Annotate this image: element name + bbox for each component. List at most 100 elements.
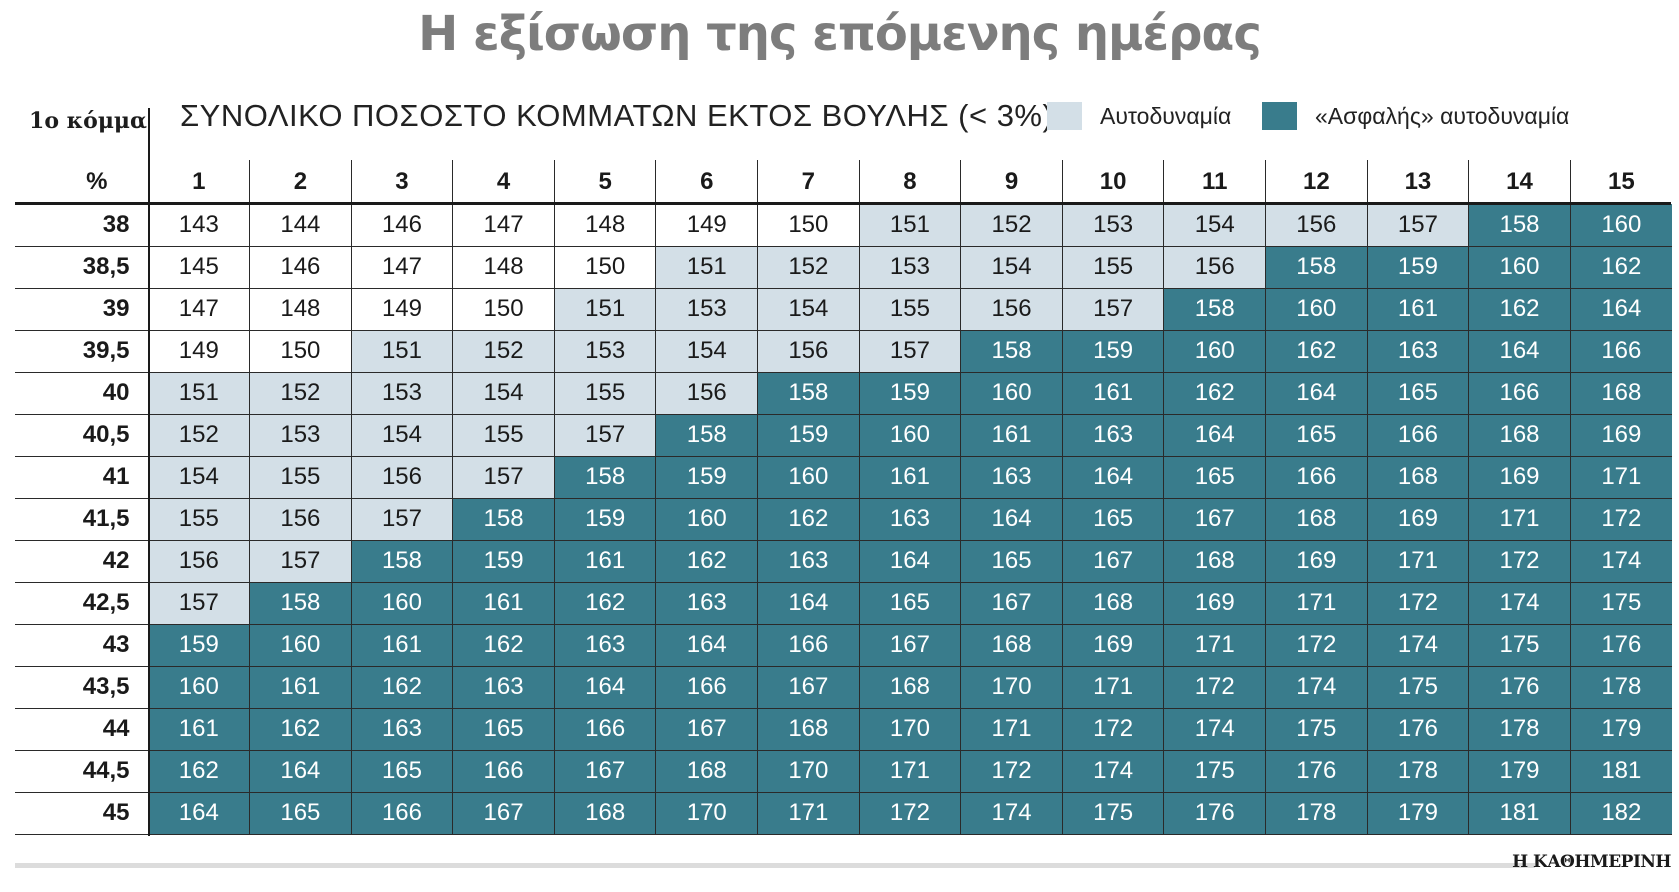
table-cell: 154 xyxy=(655,330,758,373)
table-cell: 160 xyxy=(249,624,352,667)
table-cell: 170 xyxy=(858,708,961,751)
table-cell: 171 xyxy=(1569,456,1672,499)
table-cell: 172 xyxy=(960,750,1063,793)
table-cell: 153 xyxy=(858,246,961,289)
table-cell: 165 xyxy=(858,582,961,625)
table-cell: 166 xyxy=(1468,372,1571,415)
table-cell: 164 xyxy=(1265,372,1368,415)
table-cell: 171 xyxy=(1265,582,1368,625)
table-cell: 171 xyxy=(1061,666,1164,709)
table-cell: 163 xyxy=(1366,330,1469,373)
table-cell: 152 xyxy=(757,246,860,289)
table-cell: 156 xyxy=(147,540,250,583)
table-cell: 168 xyxy=(553,792,656,835)
table-cell: 172 xyxy=(1366,582,1469,625)
table-cell: 160 xyxy=(1468,246,1571,289)
table-cell: 161 xyxy=(960,414,1063,457)
table-cell: 147 xyxy=(350,246,453,289)
column-header: 7 xyxy=(757,160,860,204)
table-cell: 157 xyxy=(858,330,961,373)
table-cell: 155 xyxy=(147,498,250,541)
table-cell: 149 xyxy=(350,288,453,331)
chart-subtitle: ΣΥΝΟΛΙΚΟ ΠΟΣΟΣΤΟ ΚΟΜΜΑΤΩΝ ΕΚΤΟΣ ΒΟΥΛΗΣ (… xyxy=(180,98,1054,133)
table-cell: 156 xyxy=(1265,204,1368,247)
table-row: 40 151 152 153 154 155 156 158 159 160 161 162 164 16… xyxy=(15,372,1672,415)
table-cell: 170 xyxy=(655,792,758,835)
row-header: 43 xyxy=(15,624,148,667)
table-cell: 151 xyxy=(655,246,758,289)
table-cell: 146 xyxy=(249,246,352,289)
table-cell: 160 xyxy=(1163,330,1266,373)
table-cell: 163 xyxy=(858,498,961,541)
table-cell: 182 xyxy=(1569,792,1672,835)
table-cell: 178 xyxy=(1265,792,1368,835)
row-header: 40 xyxy=(15,372,148,415)
legend-label-light: Αυτοδυναμία xyxy=(1100,102,1232,129)
header-rule xyxy=(15,202,1671,205)
table-cell: 158 xyxy=(1468,204,1571,247)
table-cell: 155 xyxy=(1061,246,1164,289)
legend-label-dark: «Ασφαλής» αυτοδυναμία xyxy=(1315,102,1570,129)
column-header: 4 xyxy=(452,160,555,204)
table-cell: 166 xyxy=(655,666,758,709)
column-header: 8 xyxy=(858,160,961,204)
table-cell: 166 xyxy=(1366,414,1469,457)
table-cell: 174 xyxy=(1163,708,1266,751)
footer-rule xyxy=(15,863,1535,868)
table-cell: 168 xyxy=(1061,582,1164,625)
table-cell: 160 xyxy=(350,582,453,625)
row-header-title: 1ο κόμμα xyxy=(29,108,147,134)
table-cell: 152 xyxy=(249,372,352,415)
table-row: 42,5 157 158 160 161 162 163 164 165 167 168 169 171… xyxy=(15,582,1672,625)
table-cell: 165 xyxy=(1366,372,1469,415)
row-header: 42,5 xyxy=(15,582,148,625)
table-row: 44,5 162 164 165 166 167 168 170 171 172 174 175 176… xyxy=(15,750,1672,793)
table-cell: 164 xyxy=(1061,456,1164,499)
table-cell: 166 xyxy=(1569,330,1672,373)
table-cell: 160 xyxy=(1569,204,1672,247)
column-header-row: % 1 2 3 4 5 6 7 8 9 10 11 12 13 14 15 xyxy=(15,160,1672,204)
table-cell: 166 xyxy=(1265,456,1368,499)
table-cell: 162 xyxy=(350,666,453,709)
table-cell: 167 xyxy=(1163,498,1266,541)
table-cell: 164 xyxy=(1163,414,1266,457)
table-cell: 159 xyxy=(1061,330,1164,373)
table-cell: 153 xyxy=(1061,204,1164,247)
table-cell: 169 xyxy=(1163,582,1266,625)
table-cell: 167 xyxy=(655,708,758,751)
table-cell: 154 xyxy=(452,372,555,415)
table-cell: 175 xyxy=(1061,792,1164,835)
table-cell: 154 xyxy=(1163,204,1266,247)
column-header: 15 xyxy=(1569,160,1672,204)
table-cell: 160 xyxy=(858,414,961,457)
table-cell: 172 xyxy=(858,792,961,835)
table-row: 45 164 165 166 167 168 170 171 172 174 175 176 178 17… xyxy=(15,792,1672,835)
table-cell: 148 xyxy=(452,246,555,289)
row-unit-header: % xyxy=(86,168,108,195)
row-header: 44,5 xyxy=(15,750,148,793)
table-cell: 156 xyxy=(655,372,758,415)
table-row: 41,5 155 156 157 158 159 160 162 163 164 165 167 168… xyxy=(15,498,1672,541)
table-cell: 165 xyxy=(452,708,555,751)
table-cell: 150 xyxy=(553,246,656,289)
table-cell: 163 xyxy=(960,456,1063,499)
table-cell: 169 xyxy=(1569,414,1672,457)
table-cell: 165 xyxy=(350,750,453,793)
table-cell: 165 xyxy=(1061,498,1164,541)
table-cell: 161 xyxy=(1366,288,1469,331)
table-row: 43,5 160 161 162 163 164 166 167 168 170 171 172 174… xyxy=(15,666,1672,709)
table-cell: 178 xyxy=(1468,708,1571,751)
table-cell: 154 xyxy=(757,288,860,331)
table-cell: 154 xyxy=(147,456,250,499)
table-cell: 158 xyxy=(960,330,1063,373)
table-cell: 158 xyxy=(249,582,352,625)
table-cell: 165 xyxy=(249,792,352,835)
table-cell: 176 xyxy=(1569,624,1672,667)
legend-item-safe-autodynamia: «Ασφαλής» αυτοδυναμία xyxy=(1262,102,1569,130)
legend-item-autodynamia: Αυτοδυναμία xyxy=(1047,102,1231,130)
table-cell: 147 xyxy=(452,204,555,247)
table-cell: 154 xyxy=(350,414,453,457)
table-cell: 175 xyxy=(1468,624,1571,667)
table-cell: 164 xyxy=(553,666,656,709)
table-cell: 175 xyxy=(1569,582,1672,625)
